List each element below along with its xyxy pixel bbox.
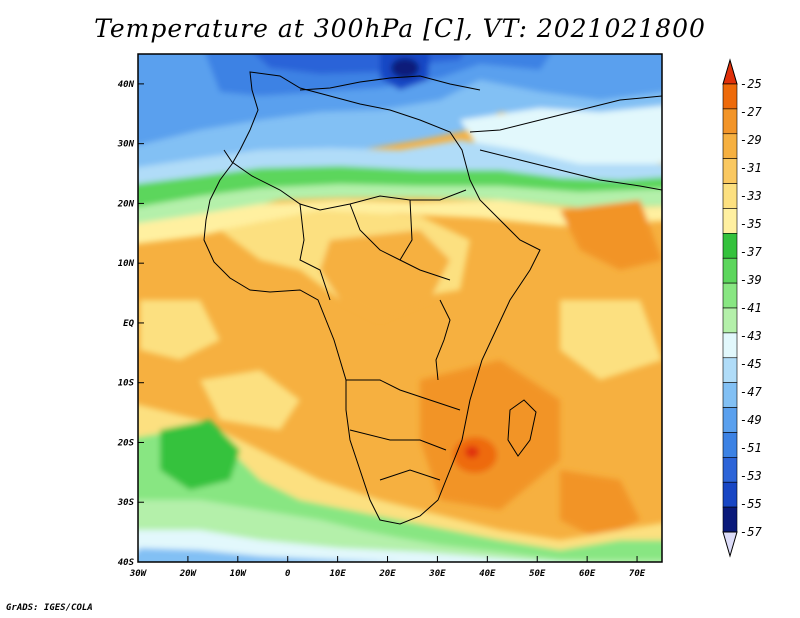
- colorbar-swatch: [722, 108, 738, 135]
- y-tick-label: 40S: [118, 558, 135, 568]
- colorbar-label: -41: [740, 301, 762, 315]
- colorbar-swatch: [722, 133, 738, 159]
- colorbar-label: -27: [740, 105, 762, 119]
- colorbar-label: -55: [740, 497, 762, 511]
- y-tick-label: 10S: [118, 379, 135, 389]
- colorbar-swatch: [722, 432, 738, 458]
- colorbar-label: -43: [740, 329, 762, 343]
- colorbar-swatch: [722, 332, 738, 359]
- y-tick-label: 30S: [117, 498, 135, 508]
- colorbar-swatch: [722, 158, 738, 184]
- colorbar-label: -31: [740, 161, 762, 175]
- colorbar-label: -45: [740, 357, 762, 371]
- colorbar-label: -37: [740, 245, 762, 259]
- colorbar-swatch: [722, 233, 738, 259]
- x-tick-label: 60E: [579, 569, 596, 579]
- colorbar-swatch: [722, 506, 738, 533]
- colorbar-label: -49: [740, 413, 762, 427]
- colorbar-swatch: [722, 457, 738, 483]
- x-tick-label: 10E: [329, 569, 346, 579]
- colorbar-swatch: [722, 307, 738, 334]
- x-tick-label: 20E: [378, 569, 396, 579]
- x-tick-label: 10W: [230, 569, 248, 579]
- colorbar-label: -47: [740, 385, 762, 399]
- colorbar-label: -39: [740, 273, 762, 287]
- colorbar-swatch: [722, 208, 738, 234]
- colorbar-label: -35: [740, 217, 762, 231]
- x-tick-label: 20W: [179, 569, 198, 579]
- colorbar-label: -33: [740, 189, 762, 203]
- y-tick-label: 30N: [117, 140, 135, 150]
- colorbar-swatch: [722, 407, 738, 433]
- x-tick-label: 70E: [629, 569, 646, 579]
- x-axis: 30W 20W 10W 0 10E 20E 30E 40E 50E 60E 70E: [129, 556, 646, 579]
- y-tick-label: EQ: [123, 319, 134, 329]
- y-tick-label: 10N: [118, 259, 135, 269]
- x-tick-label: 50E: [529, 569, 546, 579]
- map-title: Temperature at 300hPa [C], VT: 202102180…: [94, 14, 706, 43]
- x-tick-label: 30E: [428, 569, 446, 579]
- colorbar-label: -53: [740, 469, 762, 483]
- y-tick-label: 20S: [117, 438, 135, 448]
- colorbar-label: -51: [740, 441, 762, 455]
- y-axis: 40S 30S 20S 10S EQ 10N 20N 30N 40N: [117, 80, 144, 568]
- colorbar-label: -57: [740, 525, 762, 539]
- colorbar-label: -29: [740, 133, 762, 147]
- y-tick-label: 20N: [117, 199, 135, 209]
- x-tick-label: 0: [285, 569, 291, 579]
- x-tick-label: 30W: [129, 569, 148, 579]
- colorbar-swatch: [722, 183, 738, 209]
- colorbar-swatch: [722, 282, 738, 309]
- plot-frame: [137, 53, 663, 563]
- colorbar: -25 -27 -29 -31 -33 -35 -37 -39 -41 -43 -45 -47 -49 -…: [722, 58, 762, 558]
- colorbar-swatch: [722, 83, 738, 110]
- colorbar-label: -25: [740, 77, 762, 91]
- colorbar-swatch: [722, 257, 738, 284]
- colorbar-top-triangle: [722, 58, 738, 85]
- colorbar-swatch: [722, 357, 738, 383]
- colorbar-bottom-triangle: [722, 531, 738, 558]
- grads-credit: GrADS: IGES/COLA: [6, 603, 93, 613]
- colorbar-swatch: [722, 481, 738, 508]
- y-tick-label: 40N: [118, 80, 135, 90]
- temperature-field: [138, 54, 662, 562]
- x-tick-label: 40E: [479, 569, 496, 579]
- colorbar-swatch: [722, 382, 738, 408]
- coastlines: [203, 71, 662, 525]
